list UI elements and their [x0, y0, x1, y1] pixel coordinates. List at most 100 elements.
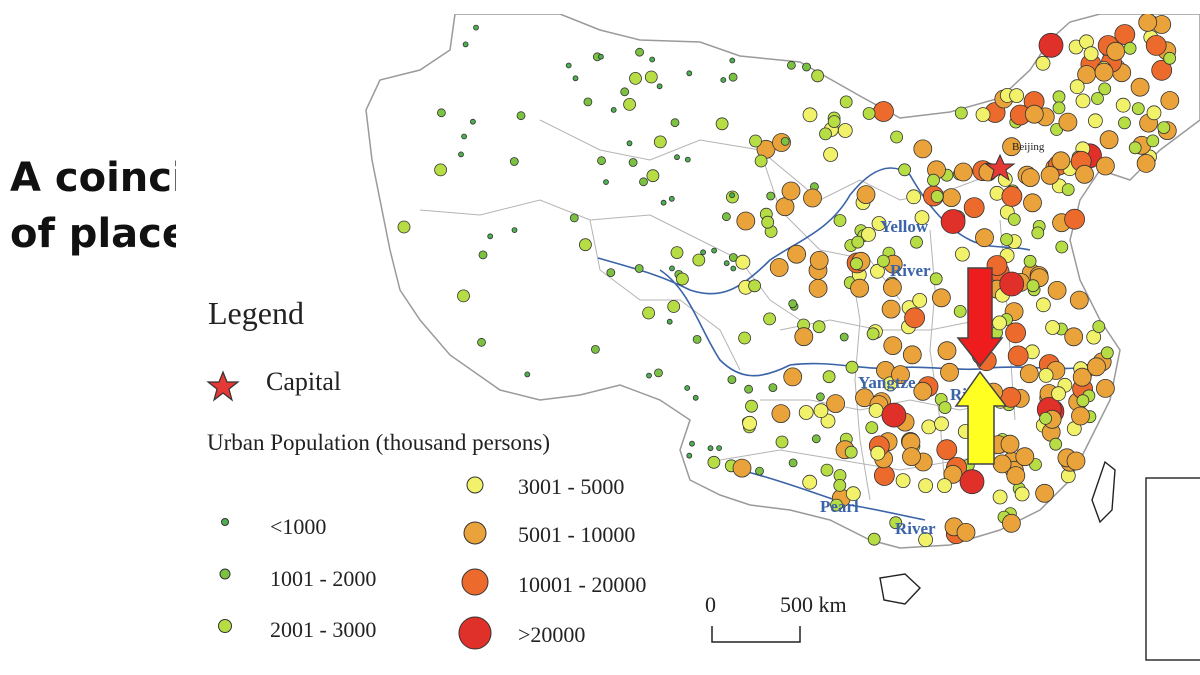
city-point	[1099, 130, 1119, 150]
city-point	[1052, 90, 1066, 104]
city-point	[684, 156, 691, 163]
city-point	[940, 362, 959, 382]
city-point	[895, 473, 911, 489]
legend-label-2001-3000: 2001 - 3000	[270, 617, 377, 642]
city-point	[1064, 208, 1085, 230]
city-point	[1066, 451, 1086, 471]
legend-capital-star-icon	[206, 370, 240, 402]
city-point	[715, 117, 729, 131]
city-point	[478, 250, 488, 260]
city-point	[1094, 62, 1114, 82]
city-point	[912, 292, 928, 308]
city-point	[954, 106, 968, 120]
yellow-river-label-2: River	[890, 261, 931, 280]
hainan-island	[879, 573, 921, 605]
city-point	[914, 210, 930, 226]
city-point	[569, 213, 579, 223]
city-point	[646, 372, 652, 379]
legend-label-gt20000: >20000	[518, 622, 586, 647]
city-point	[870, 445, 886, 461]
city-point	[910, 235, 923, 249]
city-point	[1026, 279, 1040, 293]
city-point	[1087, 357, 1106, 377]
city-point	[816, 392, 825, 402]
city-point	[1069, 290, 1089, 310]
city-point	[1049, 437, 1063, 451]
city-point	[1061, 183, 1075, 197]
city-point	[1000, 233, 1013, 246]
city-point	[1055, 240, 1069, 254]
city-point	[723, 260, 730, 267]
city-point	[839, 332, 849, 342]
city-point	[684, 385, 691, 391]
city-point	[1146, 105, 1162, 121]
city-point	[654, 368, 663, 378]
city-point	[623, 98, 636, 111]
city-point	[1130, 77, 1150, 97]
city-point	[716, 445, 722, 452]
city-point	[603, 179, 609, 186]
city-point	[975, 107, 991, 122]
city-point	[1007, 213, 1021, 226]
city-point	[877, 254, 890, 268]
legend-capital-label: Capital	[266, 367, 342, 396]
city-point	[626, 140, 633, 147]
city-point	[913, 139, 933, 159]
city-point	[1038, 367, 1054, 383]
map-panel: Yellow River Yangtze River Pearl River B…	[176, 14, 1200, 661]
city-point	[689, 440, 695, 447]
city-point	[686, 70, 693, 77]
city-point	[1031, 226, 1045, 240]
city-point	[768, 383, 778, 393]
city-point	[833, 478, 847, 492]
legend-symbols-right	[458, 476, 492, 650]
taiwan-island	[1091, 460, 1116, 524]
legend-label-5001-10000: 5001 - 10000	[518, 522, 636, 547]
pearl-river-label-2: River	[895, 519, 936, 538]
city-point	[754, 154, 768, 168]
city-point	[629, 72, 642, 85]
city-point	[827, 115, 841, 128]
city-point	[808, 278, 828, 298]
city-point	[397, 220, 411, 234]
city-point	[1002, 513, 1021, 533]
city-point	[902, 345, 922, 365]
legend-symbol-10001-20000	[461, 568, 489, 596]
city-point	[1083, 46, 1099, 62]
city-point	[850, 257, 863, 271]
city-point	[727, 375, 737, 385]
city-point	[813, 403, 829, 419]
city-point	[1115, 97, 1131, 113]
city-point	[775, 197, 795, 217]
city-point	[1002, 137, 1021, 157]
city-point	[934, 416, 949, 432]
city-point	[826, 394, 845, 414]
city-point	[745, 399, 758, 413]
city-point	[811, 434, 821, 444]
city-point	[1160, 91, 1180, 110]
city-point	[780, 136, 790, 146]
city-point	[794, 327, 814, 347]
city-point	[953, 304, 967, 318]
city-point	[881, 402, 907, 428]
city-point	[889, 516, 903, 530]
city-point	[660, 199, 667, 206]
legend-title: Legend	[208, 295, 304, 331]
city-point	[943, 464, 963, 484]
city-point	[1001, 185, 1023, 207]
city-point	[953, 162, 973, 182]
city-point	[963, 197, 985, 219]
city-point	[676, 272, 689, 286]
city-point	[1088, 113, 1103, 129]
city-point	[735, 254, 751, 270]
city-point	[1045, 320, 1060, 335]
city-point	[738, 331, 751, 345]
city-point	[1136, 153, 1156, 173]
city-point	[700, 249, 706, 256]
legend-label-10001-20000: 10001 - 20000	[518, 572, 647, 597]
city-point	[811, 69, 824, 83]
city-point	[1024, 104, 1044, 124]
city-point	[1052, 101, 1066, 115]
city-point	[597, 156, 606, 166]
city-point	[1007, 345, 1029, 367]
